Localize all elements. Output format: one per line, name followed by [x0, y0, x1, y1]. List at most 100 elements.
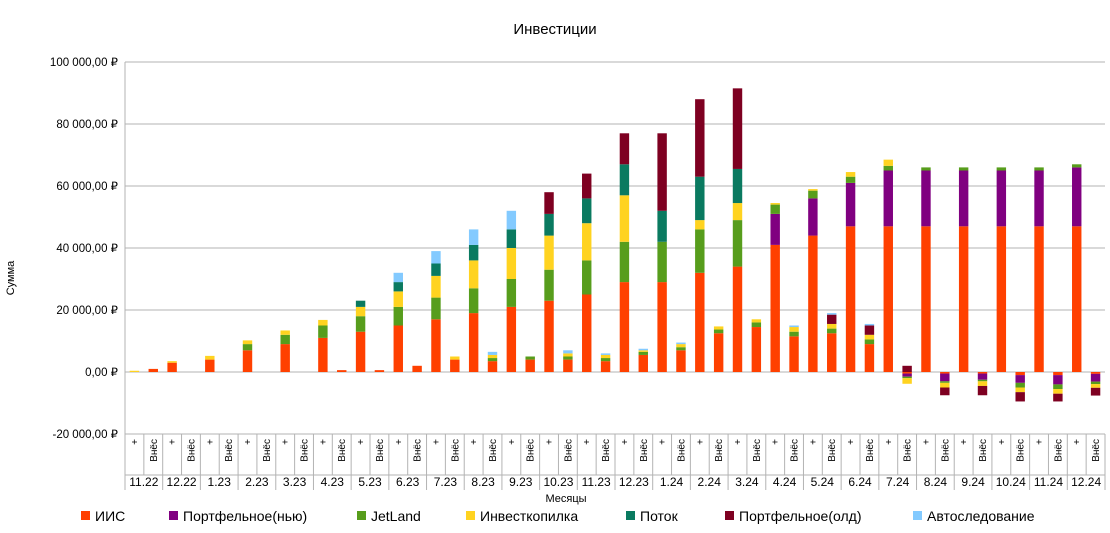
y-tick-label: 0,00 ₽ [85, 367, 119, 379]
bar-segment [205, 355, 215, 360]
x-month-label: 7.23 [434, 475, 458, 489]
bar-segment [431, 275, 441, 298]
x-sub-label: Внёс [337, 439, 348, 462]
bar-segment [958, 170, 969, 227]
bar-segment [977, 381, 988, 386]
bar-segment [355, 306, 366, 317]
x-month-label: 12.23 [619, 475, 649, 489]
x-sub-label: + [884, 439, 895, 445]
x-sub-label: Внёс [865, 439, 876, 462]
bar-segment [1053, 372, 1063, 376]
x-sub-label: + [168, 439, 179, 445]
x-sub-label: + [545, 439, 556, 445]
bar-segment [789, 327, 799, 332]
bar-segment [393, 325, 403, 372]
bar-segment [845, 176, 856, 183]
x-sub-label: + [620, 439, 631, 445]
legend-swatch [81, 511, 90, 520]
bar-segment [205, 359, 215, 372]
bar-segment [355, 316, 366, 332]
bar-segment [544, 213, 554, 236]
bar-segment [827, 328, 837, 334]
bar-segment [638, 348, 648, 351]
bar-segment [676, 347, 686, 351]
bar-segment [958, 226, 969, 372]
bar-segment [525, 359, 535, 372]
x-sub-label: Внёс [563, 439, 574, 462]
bar-segment [732, 88, 743, 169]
y-tick-label: 20 000,00 ₽ [56, 305, 118, 317]
x-month-label: 11.23 [582, 475, 611, 489]
bar-segment [1090, 387, 1101, 396]
x-month-label: 10.23 [543, 475, 573, 489]
bar-segment [732, 168, 743, 204]
x-month-label: 11.24 [1034, 475, 1063, 489]
x-month-label: 3.23 [283, 475, 307, 489]
bar-segment [883, 165, 893, 171]
x-sub-label: + [959, 439, 970, 445]
bar-segment [845, 226, 856, 372]
bar-segment [657, 210, 667, 242]
legend-label: Инвесткопилка [480, 508, 578, 524]
legend: ИИС Портфельное(нью) JetLand Инвесткопилка П… [81, 508, 1035, 524]
bar-segment [902, 373, 912, 377]
bar-segment [1072, 167, 1082, 227]
x-sub-label: + [469, 439, 480, 445]
bar-segment [940, 381, 950, 383]
x-sub-label: Внёс [827, 439, 838, 462]
x-sub-label: + [318, 439, 329, 445]
bar-segment [619, 282, 630, 372]
bar-segment [525, 356, 535, 360]
bar-segment [902, 372, 912, 374]
bar-segment [996, 167, 1007, 171]
x-month-label: 11.22 [129, 475, 158, 489]
x-sub-label: Внёс [790, 439, 801, 462]
bar-segment [902, 378, 912, 384]
bar-segment [789, 325, 799, 328]
bar-segment [506, 229, 517, 248]
x-sub-label: + [1072, 439, 1083, 445]
x-sub-label: + [997, 439, 1008, 445]
legend-swatch [725, 511, 734, 520]
bar-segment [280, 334, 290, 345]
bar-segment [864, 323, 875, 326]
y-tick-label: 80 000,00 ₽ [56, 119, 118, 131]
bar-segment [1090, 381, 1101, 385]
x-sub-label: + [1035, 439, 1046, 445]
bar-segment [921, 170, 931, 227]
bar-segment [1090, 372, 1101, 374]
bar-segment [1053, 393, 1063, 402]
x-sub-label: + [771, 439, 782, 445]
bar-segment [393, 282, 403, 292]
bar-segment [864, 325, 875, 335]
x-sub-label: + [846, 439, 857, 445]
bar-segment [789, 336, 799, 372]
x-sub-label: + [431, 439, 442, 445]
bar-segment [318, 337, 328, 372]
bar-segment [883, 170, 893, 227]
legend-label: Портфельное(нью) [183, 508, 307, 524]
x-sub-label: + [507, 439, 518, 445]
bar-segment [902, 376, 912, 379]
x-sub-label: Внёс [413, 439, 424, 462]
bar-segment [619, 241, 630, 283]
bar-segment [148, 368, 158, 372]
x-month-label: 12.24 [1071, 475, 1101, 489]
bar-series [129, 88, 1101, 402]
bar-segment [167, 362, 177, 372]
x-sub-label: Внёс [450, 439, 461, 462]
legend-label: ИИС [95, 508, 125, 524]
bar-segment [638, 354, 648, 372]
bar-segment [695, 176, 705, 221]
bar-segment [676, 342, 686, 345]
legend-label: Поток [640, 508, 679, 524]
x-sub-label: Внёс [186, 439, 197, 462]
bar-segment [1034, 226, 1044, 372]
bar-segment [600, 354, 611, 359]
x-sub-label: + [808, 439, 819, 445]
bar-segment [431, 263, 441, 276]
x-month-label: 2.24 [698, 475, 722, 489]
bar-segment [318, 325, 328, 338]
bar-segment [657, 133, 667, 211]
bar-segment [393, 291, 403, 307]
